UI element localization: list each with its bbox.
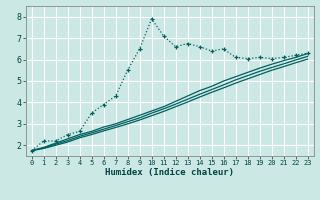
X-axis label: Humidex (Indice chaleur): Humidex (Indice chaleur) — [105, 168, 234, 177]
